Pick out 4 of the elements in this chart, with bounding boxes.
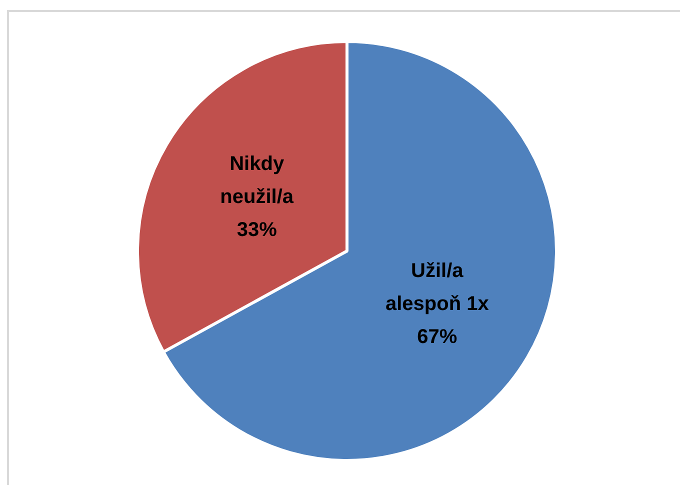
data-label: 33% xyxy=(236,219,278,242)
slice-label: Užil/a alespoň 1x xyxy=(385,260,489,315)
slice-label: Nikdy neužil/a xyxy=(220,153,294,208)
data-label: 67% xyxy=(417,326,458,348)
